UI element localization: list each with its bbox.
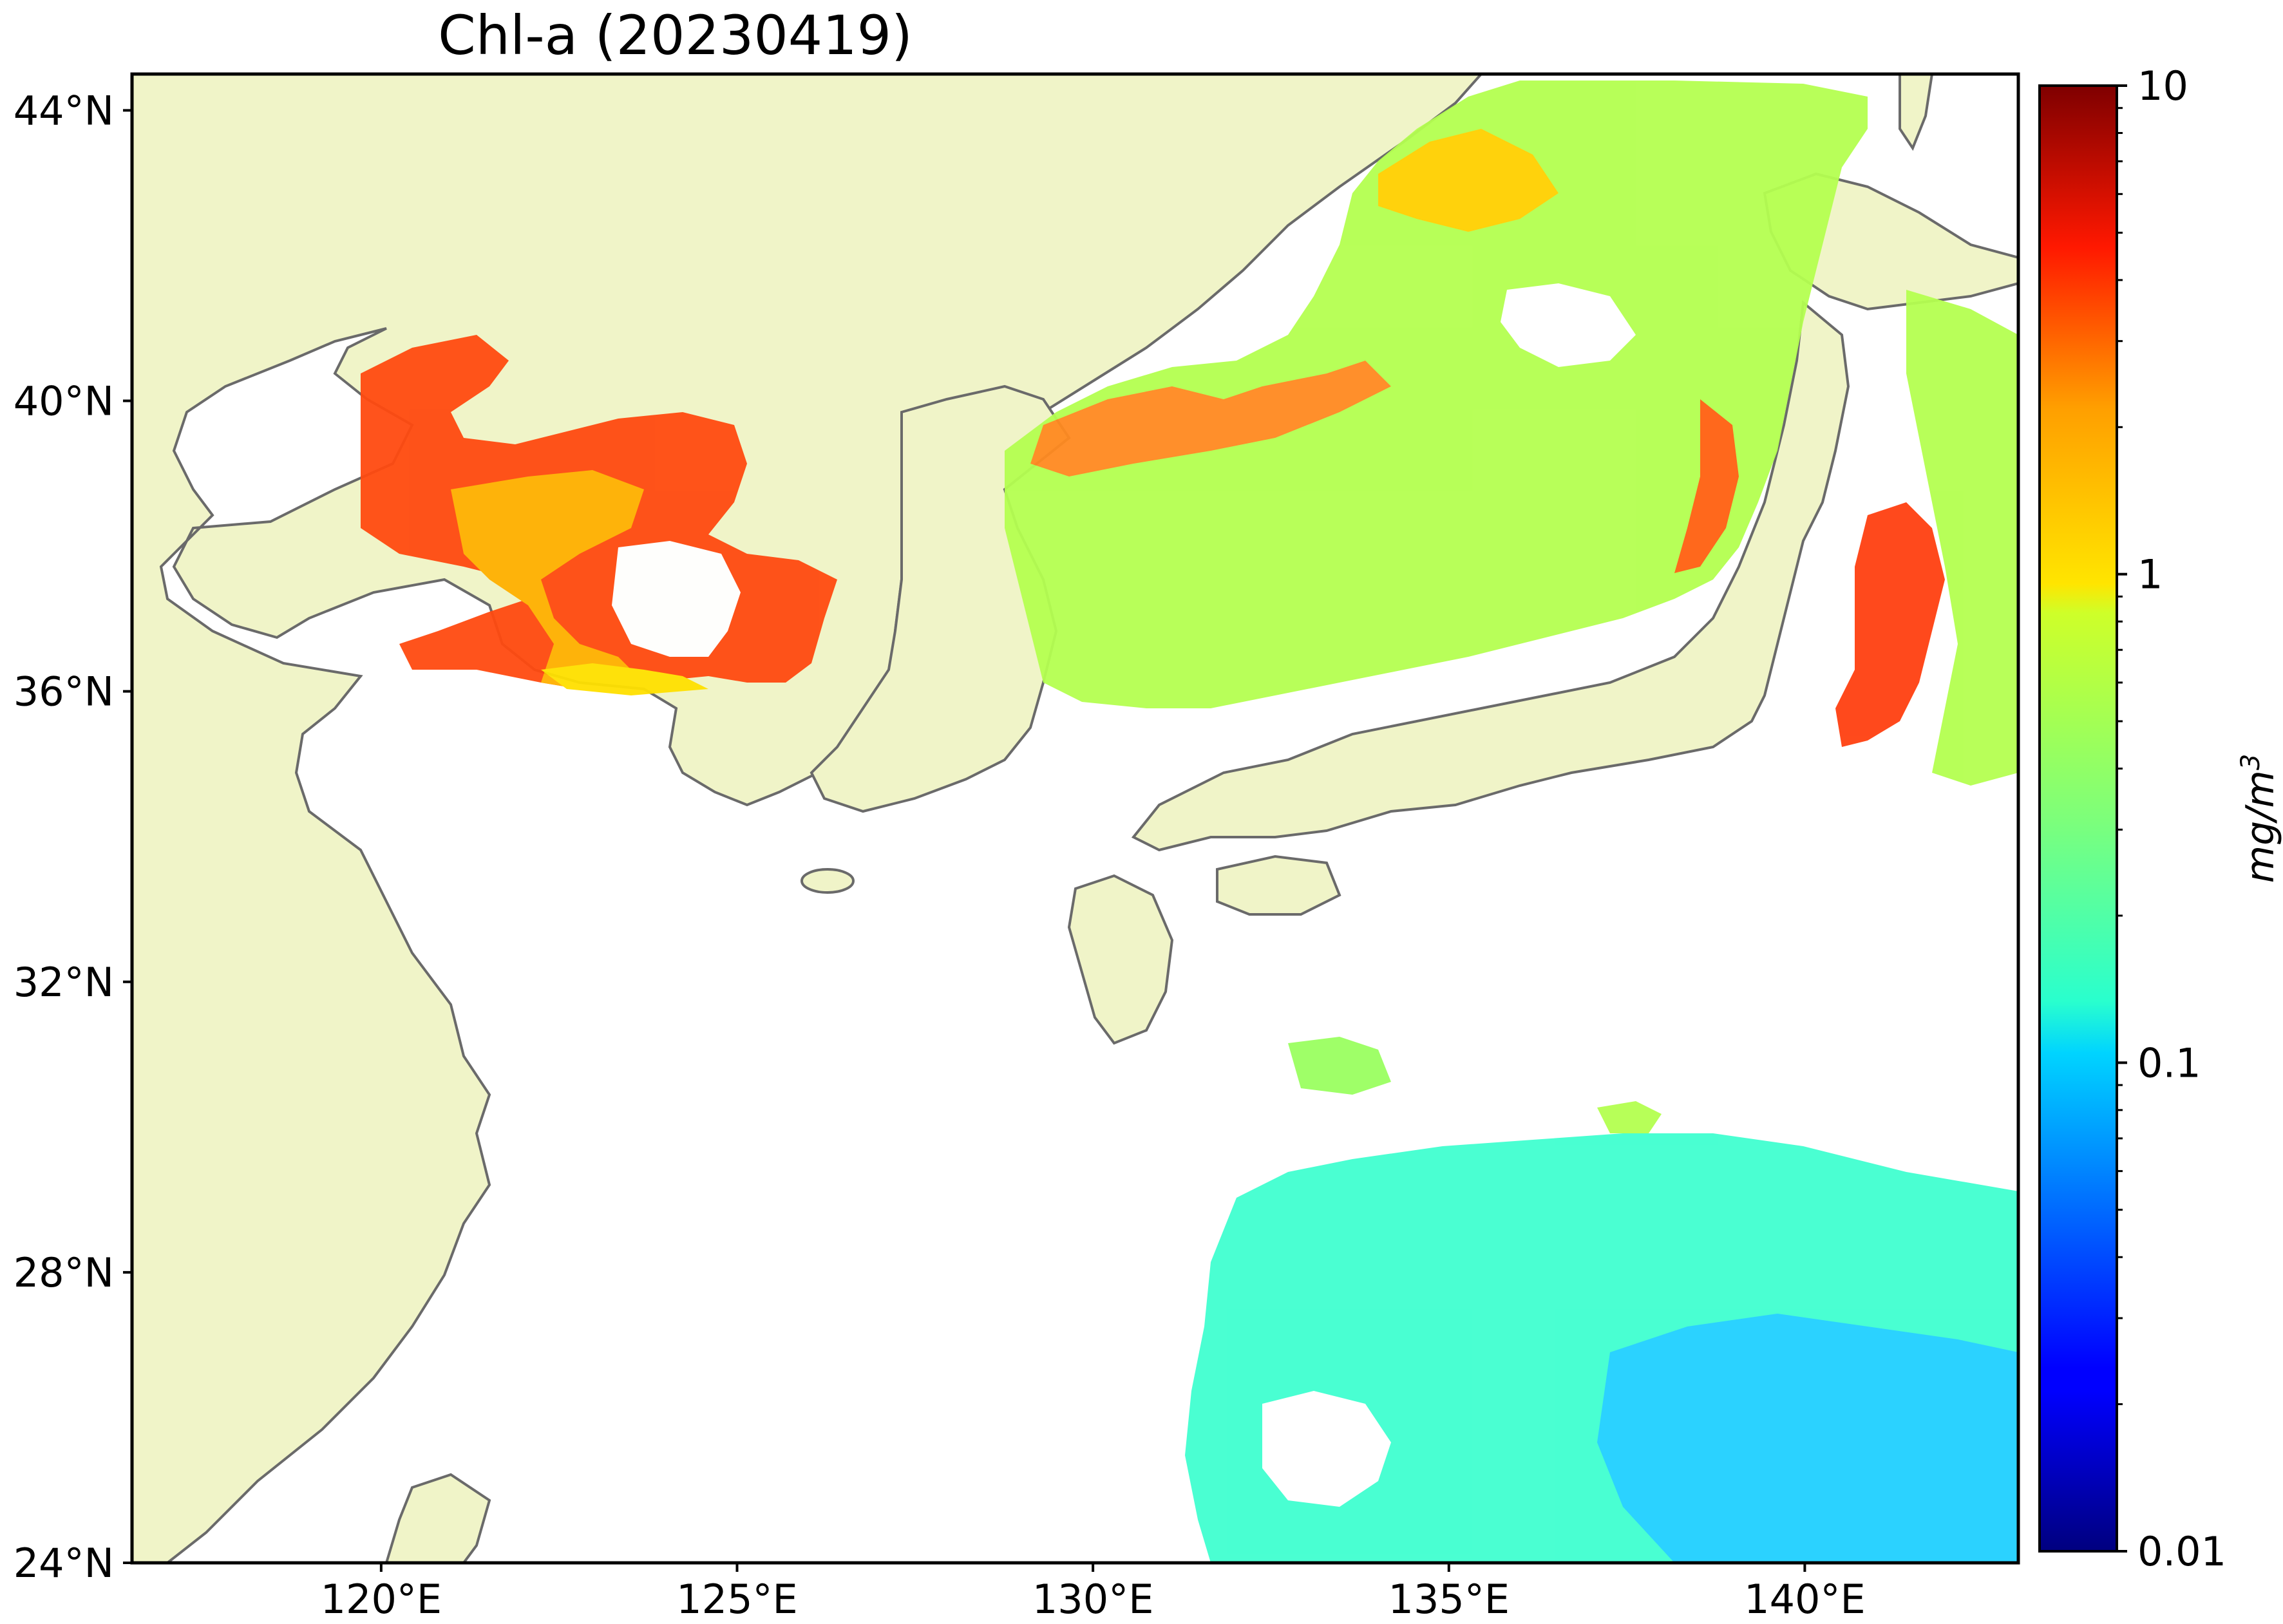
kyushu-island [1067, 874, 1174, 1045]
chl-gap-yellow-sea [612, 541, 741, 657]
chl-patch-bohai-center [451, 470, 644, 689]
lat-tick-label: 32°N [14, 959, 114, 1006]
colorbar-tick-label: 0.1 [2137, 1039, 2201, 1086]
lon-tick-label: 135°E [1388, 1576, 1510, 1623]
chlorophyll-data-layer [361, 80, 2018, 1563]
chl-patch-small-east [1597, 1101, 1662, 1133]
chl-patch-east-sea-yellow [1378, 129, 1558, 232]
colorbar-ticks: 10 1 0.1 0.01 [2117, 62, 2226, 1575]
jeju-island [800, 868, 855, 894]
chl-patch-east-sea-north [1030, 361, 1391, 477]
chl-gap-east-sea [1501, 283, 1636, 367]
chl-patch-south-ocean-blue [1597, 1314, 2018, 1563]
lon-tick-label: 140°E [1744, 1576, 1866, 1623]
colorbar-unit-label: mg/m3 [2236, 754, 2283, 883]
chl-patch-east-sea-coast [1674, 399, 1739, 573]
taiwan-island [384, 1473, 491, 1563]
colorbar-tick-label: 1 [2137, 551, 2163, 598]
latitude-axis: 44°N 40°N 36°N 32°N 28°N 24°N [14, 87, 132, 1587]
chl-patch-pacific-east [1906, 290, 2018, 786]
chl-patch-east-sea [1005, 80, 1868, 708]
lon-tick-label: 130°E [1032, 1576, 1154, 1623]
lat-tick-label: 40°N [14, 378, 114, 425]
lat-tick-label: 28°N [14, 1249, 114, 1296]
map-frame [130, 72, 2020, 1565]
chl-patch-pacific-north [1835, 502, 1945, 747]
lon-tick-label: 125°E [676, 1576, 798, 1623]
colorbar: 10 1 0.1 0.01 mg/m3 [2038, 62, 2283, 1575]
longitude-axis: 120°E 125°E 130°E 135°E 140°E [321, 1563, 1866, 1623]
colorbar-tick-label: 10 [2137, 62, 2188, 109]
colorbar-gradient [2040, 86, 2117, 1551]
lat-tick-label: 44°N [14, 87, 114, 134]
lat-tick-label: 24°N [14, 1540, 114, 1587]
colorbar-tick-label: 0.01 [2137, 1528, 2226, 1575]
chl-gap-south-ocean [1262, 1391, 1391, 1507]
shikoku-island [1216, 854, 1341, 916]
map-title: Chl-a (20230419) [438, 4, 913, 67]
lon-tick-label: 120°E [321, 1576, 442, 1623]
sakhalin-island [1899, 74, 1934, 151]
chl-patch-yellow-sea-south [541, 663, 708, 695]
colorbar-frame [2038, 84, 2118, 1553]
lat-tick-label: 36°N [14, 668, 114, 715]
honshu-island [1131, 300, 1850, 852]
map-area [132, 74, 2018, 1563]
chl-patch-small-north [1288, 1037, 1391, 1095]
